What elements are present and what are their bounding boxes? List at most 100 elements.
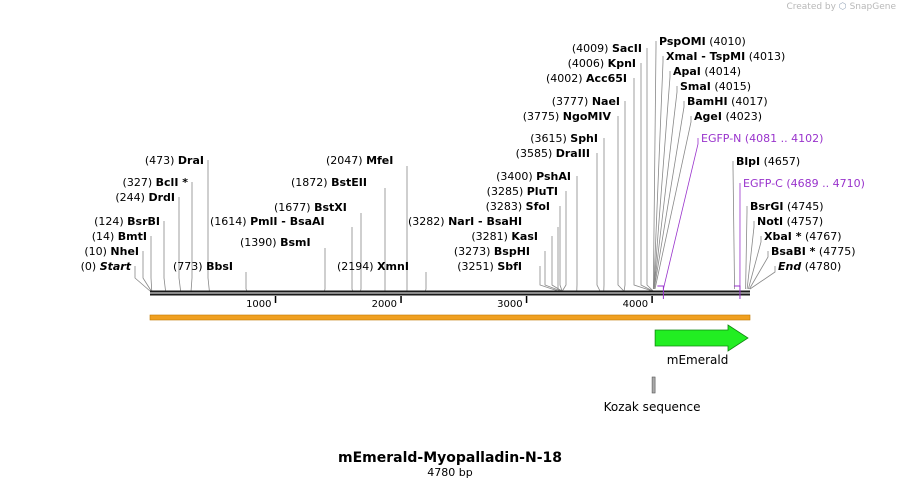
site-kasi-position: (3281) [471, 230, 508, 243]
site-drai-label: DraI [178, 154, 204, 167]
site-nhei-position: (10) [84, 245, 107, 258]
site-kasi: (3281) KasI [471, 230, 538, 243]
site-sbfi-label: SbfI [497, 260, 522, 273]
svg-text:(1872) BstEII: (1872) BstEII [291, 176, 367, 189]
site-apai-leader [653, 71, 671, 290]
site-egfp-n-label: EGFP-N [701, 132, 741, 145]
site-end-position: (4780) [805, 260, 842, 273]
site-sfoi-position: (3283) [486, 200, 523, 213]
svg-text:(0) Start: (0) Start [81, 260, 132, 273]
site-bcli: (327) BclI * [123, 176, 189, 189]
site-xbai-leader [747, 236, 762, 290]
site-bsteii-label: BstEII [331, 176, 367, 189]
site-bsteii: (1872) BstEII [291, 176, 367, 189]
site-bamhi: BamHI (4017) [687, 95, 768, 108]
site-end-leader [749, 266, 776, 290]
site-smai-leader [653, 86, 678, 290]
site-bamhi-position: (4017) [731, 95, 768, 108]
site-bstxi: (1677) BstXI [274, 201, 347, 214]
site-egfp-c-label: EGFP-C [743, 177, 783, 190]
site-drdi-label: DrdI [148, 191, 175, 204]
site-draiii: (3585) DraIII [516, 147, 590, 160]
svg-text:XmaI - TspMI (4013): XmaI - TspMI (4013) [666, 50, 785, 63]
svg-text:EGFP-N (4081 .. 4102): EGFP-N (4081 .. 4102) [701, 132, 823, 145]
site-egfp-c-position: (4689 .. 4710) [786, 177, 865, 190]
site-kpni-label: KpnI [608, 57, 636, 70]
site-naei-position: (3777) [552, 95, 589, 108]
site-xmni-leader [425, 272, 427, 292]
site-smai-label: SmaI [680, 80, 711, 93]
site-xbai: XbaI * (4767) [764, 230, 842, 243]
snapgene-logo-icon: ⬡ [838, 2, 847, 12]
site-xmai-tspmi-label: XmaI - TspMI [666, 50, 745, 63]
site-kasi-label: KasI [511, 230, 538, 243]
ruler-label-2000: 2000 [372, 299, 397, 310]
site-bstxi-position: (1677) [274, 201, 311, 214]
site-blpi-leader [732, 161, 735, 290]
site-drai-leader [207, 160, 210, 292]
svg-text:(14) BmtI: (14) BmtI [92, 230, 147, 243]
site-agei-leader [654, 116, 692, 290]
site-sbfi-position: (3251) [457, 260, 494, 273]
site-noti: NotI (4757) [757, 215, 823, 228]
site-bamhi-label: BamHI [687, 95, 728, 108]
site-egfp-c: EGFP-C (4689 .. 4710) [743, 177, 865, 190]
svg-text:(3775) NgoMIV: (3775) NgoMIV [523, 110, 612, 123]
svg-text:End (4780): End (4780) [778, 260, 841, 273]
site-sphi-label: SphI [570, 132, 598, 145]
site-acc65i-label: Acc65I [586, 72, 627, 85]
site-noti-position: (4757) [787, 215, 824, 228]
site-pmli-bsaai-label: PmlI - BsaAI [250, 215, 325, 228]
site-bsmi-label: BsmI [280, 236, 311, 249]
site-sbfi-leader [539, 266, 559, 292]
site-pluti-position: (3285) [487, 185, 524, 198]
site-pluti-label: PluTI [527, 185, 558, 198]
site-labels: (0) Start (10) NheI (14) BmtI (124) BsrBI (2… [81, 35, 865, 273]
site-sfoi-leader [559, 206, 563, 292]
site-bmti: (14) BmtI [92, 230, 147, 243]
site-noti-label: NotI [757, 215, 783, 228]
site-blpi-position: (4657) [764, 155, 801, 168]
site-pmli-bsaai: (1614) PmlI - BsaAI [210, 215, 325, 228]
site-bcli-label: BclI * [156, 176, 189, 189]
site-blpi: BlpI (4657) [736, 155, 800, 168]
ruler: 1000 2000 3000 4000 [246, 296, 653, 310]
site-agei: AgeI (4023) [694, 110, 762, 123]
svg-text:(2194) XmnI: (2194) XmnI [337, 260, 409, 273]
site-end: End (4780) [778, 260, 841, 273]
site-xmai-tspmi-position: (4013) [749, 50, 786, 63]
site-apai: ApaI (4014) [673, 65, 741, 78]
site-draiii-label: DraIII [556, 147, 590, 160]
site-sfoi-label: SfoI [526, 200, 550, 213]
site-draiii-position: (3585) [516, 147, 553, 160]
site-bsphi-leader [544, 251, 561, 292]
site-nari-bsahi: (3282) NarI - BsaHI [408, 215, 522, 228]
svg-text:(2047) MfeI: (2047) MfeI [326, 154, 393, 167]
site-sacii-leader [646, 48, 654, 292]
site-pshai-label: PshAI [536, 170, 571, 183]
site-acc65i-leader [633, 78, 653, 292]
site-acc65i-position: (4002) [546, 72, 583, 85]
credit-brand: SnapGene [849, 2, 896, 12]
site-smai-position: (4015) [714, 80, 751, 93]
site-bsmi-leader [324, 248, 326, 292]
site-xbai-position: (4767) [805, 230, 842, 243]
site-bsabi: BsaBI * (4775) [771, 245, 856, 258]
site-nari-bsahi-label: NarI - BsaHI [448, 215, 522, 228]
site-start-label: Start [100, 260, 132, 273]
site-bmti-position: (14) [92, 230, 115, 243]
site-start-position: (0) [81, 260, 97, 273]
site-ngomiv-label: NgoMIV [563, 110, 612, 123]
site-blpi-label: BlpI [736, 155, 760, 168]
svg-text:(1614) PmlI - BsaAI: (1614) PmlI - BsaAI [210, 215, 325, 228]
site-sacii-label: SacII [612, 42, 642, 55]
site-bsabi-position: (4775) [819, 245, 856, 258]
credit-text: Created by [786, 2, 836, 12]
site-bstxi-label: BstXI [314, 201, 347, 214]
svg-text:NotI (4757): NotI (4757) [757, 215, 823, 228]
site-smai: SmaI (4015) [680, 80, 751, 93]
svg-text:(773) BbsI: (773) BbsI [173, 260, 233, 273]
site-bcli-position: (327) [123, 176, 153, 189]
svg-text:ApaI (4014): ApaI (4014) [673, 65, 741, 78]
site-mfei: (2047) MfeI [326, 154, 393, 167]
